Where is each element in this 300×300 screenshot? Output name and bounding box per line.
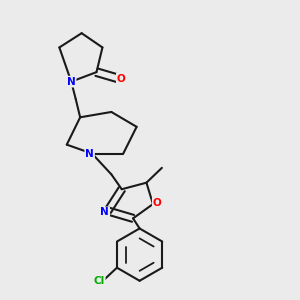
Text: O: O xyxy=(117,74,125,84)
Text: O: O xyxy=(153,198,161,208)
Text: N: N xyxy=(85,148,94,159)
Text: N: N xyxy=(67,76,76,87)
Text: N: N xyxy=(100,207,109,218)
Text: Cl: Cl xyxy=(94,276,105,286)
